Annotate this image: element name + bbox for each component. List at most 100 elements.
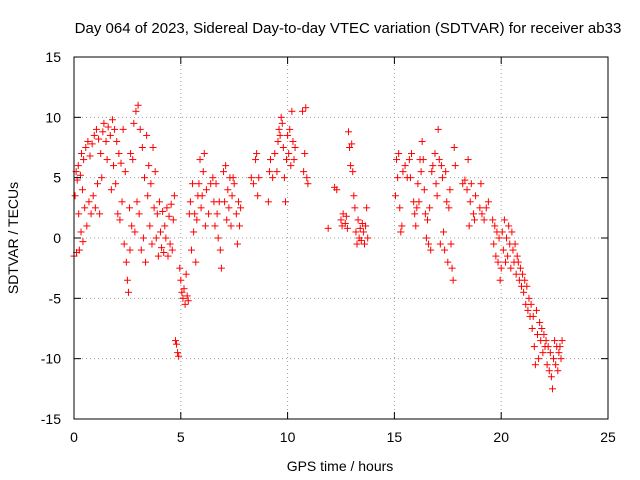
data-point [546,349,554,357]
data-point [139,234,147,242]
data-point [129,156,137,164]
data-point [134,101,142,109]
data-point [131,228,139,236]
data-point [509,246,517,254]
data-point [122,258,130,266]
data-point [252,156,260,164]
data-point [397,228,405,236]
data-point [107,186,115,194]
data-points [70,101,566,393]
data-point [143,131,151,139]
y-axis-label: SDTVAR / TECUs [5,182,21,294]
y-tick-label: -15 [41,411,61,427]
data-point [301,150,309,158]
data-point [199,168,207,176]
data-point [142,258,150,266]
data-point [484,198,492,206]
data-point [88,140,96,148]
data-point [424,216,432,224]
data-point [277,113,285,121]
data-point [211,222,219,230]
data-point [119,125,127,133]
data-point [529,312,537,320]
x-tick-label: 10 [280,429,296,445]
data-point [543,361,551,369]
data-point [422,234,430,242]
data-point [233,240,241,248]
data-point [249,180,257,188]
data-point [471,216,478,224]
data-point [448,264,456,272]
data-point [467,180,475,188]
data-point [503,234,511,242]
data-point [364,234,372,242]
data-point [558,337,566,345]
data-point [508,228,516,236]
data-point [202,186,210,194]
data-point [83,222,91,230]
data-point [147,180,155,188]
data-point [514,258,522,266]
data-point [346,144,354,151]
data-point [265,168,273,176]
data-point [528,325,536,332]
data-point [169,216,177,224]
data-point [524,306,532,314]
data-point [170,192,178,200]
x-tick-label: 20 [493,429,509,445]
data-point [431,150,439,158]
data-point [342,212,350,220]
data-point [407,150,415,158]
data-point [337,216,345,224]
data-point [491,222,499,230]
data-point [237,204,245,212]
data-point [497,264,505,272]
data-point [353,240,361,248]
data-point [227,222,235,230]
data-point [414,180,422,188]
data-point [552,361,560,369]
data-point [217,264,225,272]
data-point [437,162,445,170]
data-point [507,264,515,272]
data-point [168,246,176,254]
data-point [438,174,446,182]
data-point [187,246,195,254]
data-point [186,198,194,206]
data-point [362,222,370,230]
data-point [324,224,332,232]
y-tick-label: -10 [41,351,61,367]
data-point [554,367,562,375]
data-point [87,210,95,218]
data-point [144,192,152,200]
data-point [405,156,413,164]
data-point [396,204,404,212]
data-point [214,234,222,242]
data-point [466,198,474,206]
data-point [333,186,341,194]
data-point [394,174,402,182]
data-point [450,144,458,151]
data-point [279,144,287,151]
data-point [482,204,490,212]
data-point [548,385,556,393]
data-point [303,174,311,182]
data-point [267,156,275,164]
data-point [71,192,79,200]
data-point [521,276,529,284]
data-point [525,294,533,302]
data-point [495,234,503,242]
y-tick-label: 15 [45,49,61,65]
data-point [96,210,104,218]
data-point [287,162,295,170]
data-point [540,331,548,339]
data-point [341,220,349,228]
data-point [432,180,440,188]
data-point [472,192,480,200]
data-point [504,252,512,260]
data-point [283,156,291,164]
data-point [399,168,407,176]
data-point [523,282,531,290]
data-point [167,200,175,208]
data-point [128,222,136,230]
